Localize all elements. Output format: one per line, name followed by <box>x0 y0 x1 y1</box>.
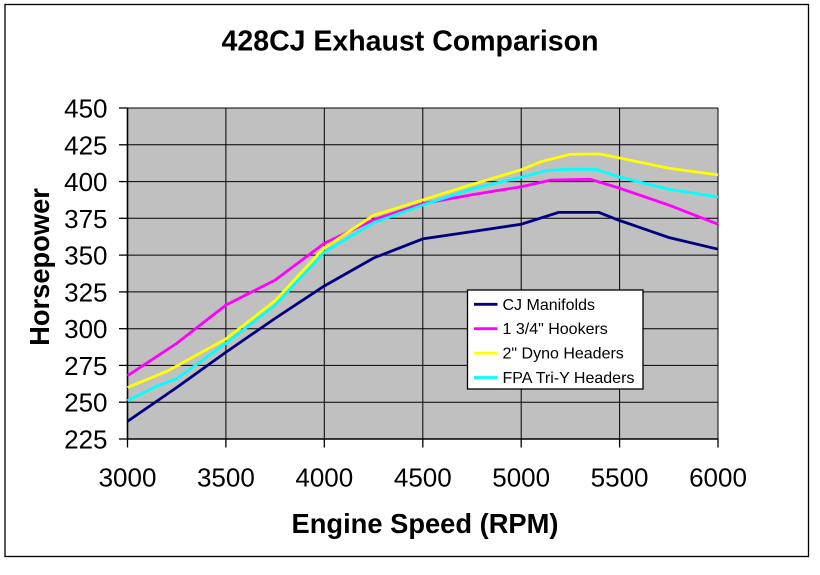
svg-text:Horsepower: Horsepower <box>24 188 55 346</box>
svg-text:Engine Speed (RPM): Engine Speed (RPM) <box>292 508 559 539</box>
svg-text:3000: 3000 <box>99 463 157 493</box>
svg-text:2" Dyno Headers: 2" Dyno Headers <box>503 346 624 363</box>
svg-text:5500: 5500 <box>591 463 649 493</box>
svg-text:CJ Manifolds: CJ Manifolds <box>503 297 595 314</box>
svg-text:400: 400 <box>64 167 107 197</box>
svg-text:FPA Tri-Y Headers: FPA Tri-Y Headers <box>503 370 635 387</box>
svg-text:375: 375 <box>64 204 107 234</box>
svg-text:4500: 4500 <box>394 463 452 493</box>
svg-text:1 3/4" Hookers: 1 3/4" Hookers <box>503 321 608 338</box>
svg-text:5000: 5000 <box>492 463 550 493</box>
svg-text:3500: 3500 <box>197 463 255 493</box>
svg-text:250: 250 <box>64 388 107 418</box>
svg-text:425: 425 <box>64 130 107 160</box>
svg-text:450: 450 <box>64 94 107 124</box>
svg-text:350: 350 <box>64 241 107 271</box>
svg-text:428CJ Exhaust Comparison: 428CJ Exhaust Comparison <box>222 26 599 58</box>
svg-text:4000: 4000 <box>295 463 353 493</box>
svg-text:325: 325 <box>64 277 107 307</box>
svg-text:225: 225 <box>64 425 107 455</box>
svg-text:300: 300 <box>64 314 107 344</box>
svg-text:6000: 6000 <box>689 463 747 493</box>
svg-text:275: 275 <box>64 351 107 381</box>
